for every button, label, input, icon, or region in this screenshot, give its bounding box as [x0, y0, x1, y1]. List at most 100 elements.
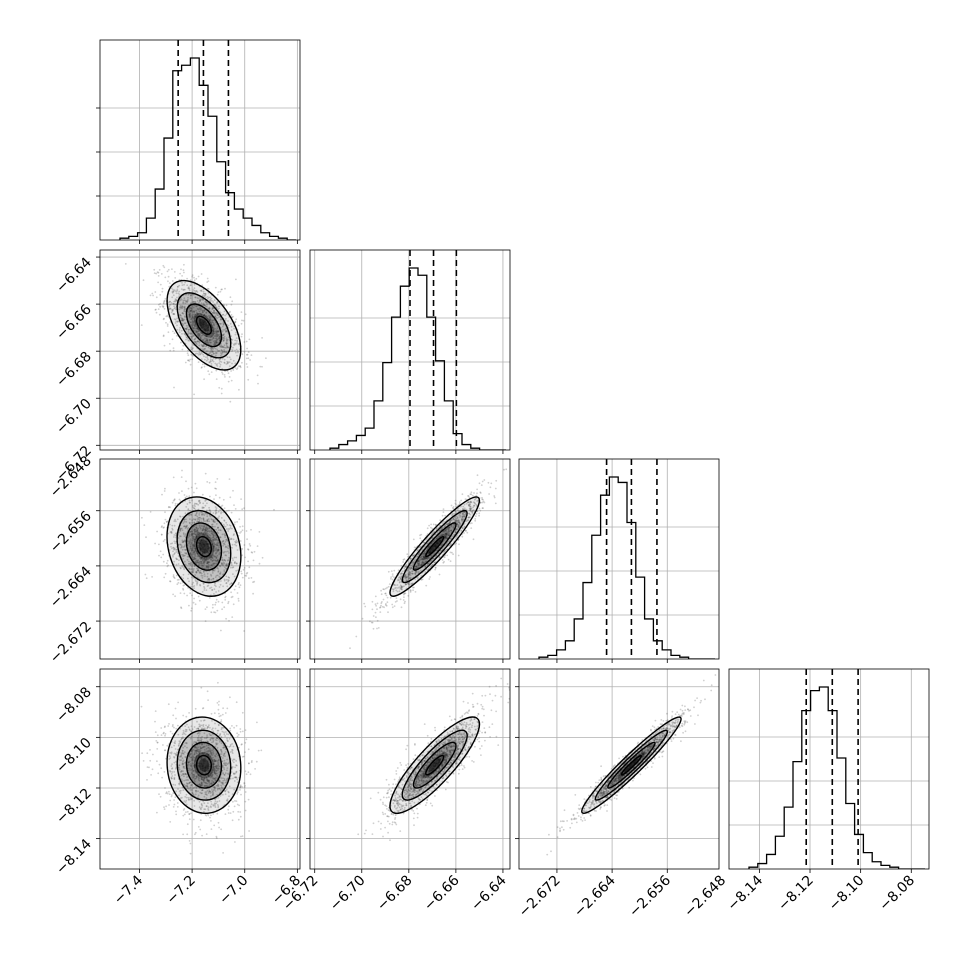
sample-point [222, 351, 224, 354]
sample-point [405, 576, 407, 579]
sample-point [192, 543, 195, 546]
sample-point [227, 790, 230, 793]
sample-point [178, 782, 180, 785]
sample-point [408, 576, 411, 579]
sample-point [217, 681, 219, 684]
sample-point [174, 502, 177, 505]
sample-point [210, 575, 213, 577]
sample-point [199, 549, 202, 552]
sample-point [195, 343, 198, 345]
sample-point [200, 313, 203, 315]
sample-point [200, 290, 203, 292]
sample-point [476, 510, 479, 512]
sample-point [171, 768, 173, 770]
sample-point [195, 514, 197, 516]
sample-point [227, 576, 230, 579]
sample-point [155, 296, 158, 299]
sample-point [206, 335, 208, 338]
sample-point [426, 548, 429, 550]
sample-point [421, 563, 423, 566]
sample-point [189, 332, 192, 335]
sample-point [191, 358, 194, 361]
sample-point [242, 568, 245, 571]
sample-point [454, 502, 457, 505]
sample-point [197, 516, 200, 519]
sample-point [189, 509, 191, 512]
sample-point [383, 606, 385, 609]
sample-point [226, 585, 229, 588]
sample-point [217, 568, 220, 570]
sample-point [194, 533, 196, 535]
sample-point [210, 556, 212, 559]
sample-point [229, 745, 232, 748]
sample-point [190, 562, 192, 565]
sample-point [194, 547, 197, 550]
grid [100, 40, 300, 240]
sample-point [201, 513, 203, 516]
sample-point [177, 555, 180, 557]
sample-point [221, 556, 224, 559]
sample-point [418, 563, 421, 566]
sample-point [176, 321, 179, 323]
sample-point [386, 596, 389, 599]
sample-point [448, 522, 450, 525]
sample-point [198, 750, 201, 753]
contour-2 [185, 522, 223, 571]
sample-point [233, 776, 236, 779]
sample-point [220, 512, 222, 515]
sample-point [212, 603, 214, 606]
sample-point [203, 732, 206, 735]
sample-point [203, 560, 206, 562]
sample-point [200, 762, 203, 765]
sample-point [203, 309, 206, 312]
sample-point [192, 571, 195, 574]
sample-point [239, 584, 242, 587]
sample-point [168, 301, 170, 304]
sample-point [248, 338, 251, 341]
sample-point [473, 502, 476, 504]
sample-point [183, 568, 186, 571]
sample-point [192, 506, 194, 509]
sample-point [230, 303, 233, 306]
sample-point [172, 806, 175, 808]
sample-point [200, 566, 203, 569]
sample-point [245, 738, 248, 741]
sample-point [198, 539, 201, 542]
sample-point [436, 544, 439, 547]
sample-point [174, 504, 177, 507]
sample-point [223, 519, 226, 522]
sample-point [212, 577, 215, 580]
sample-point [174, 547, 176, 550]
sample-point [433, 551, 436, 554]
sample-point [206, 342, 209, 345]
sample-point [181, 319, 184, 322]
sample-point [194, 322, 196, 325]
sample-point [202, 344, 205, 346]
sample-point [203, 304, 206, 307]
sample-point [464, 514, 466, 517]
sample-point [157, 281, 160, 284]
sample-point [190, 302, 192, 305]
sample-point [417, 572, 420, 574]
sample-point [411, 572, 414, 575]
sample-point [192, 769, 195, 772]
sample-point [206, 327, 209, 330]
sample-point [192, 313, 195, 316]
sample-point [401, 570, 404, 573]
sample-point [432, 545, 435, 548]
sample-point [231, 547, 234, 549]
sample-point [206, 606, 208, 609]
sample-point [140, 324, 143, 326]
sample-point [191, 565, 193, 568]
sample-point [187, 761, 190, 763]
sample-point [207, 552, 210, 555]
sample-point [160, 273, 163, 275]
sample-point [187, 798, 190, 801]
sample-point [449, 520, 451, 523]
sample-point [458, 521, 461, 524]
sample-point [416, 577, 419, 580]
sample-point [201, 575, 204, 577]
sample-point [472, 509, 474, 512]
sample-point [179, 515, 181, 518]
